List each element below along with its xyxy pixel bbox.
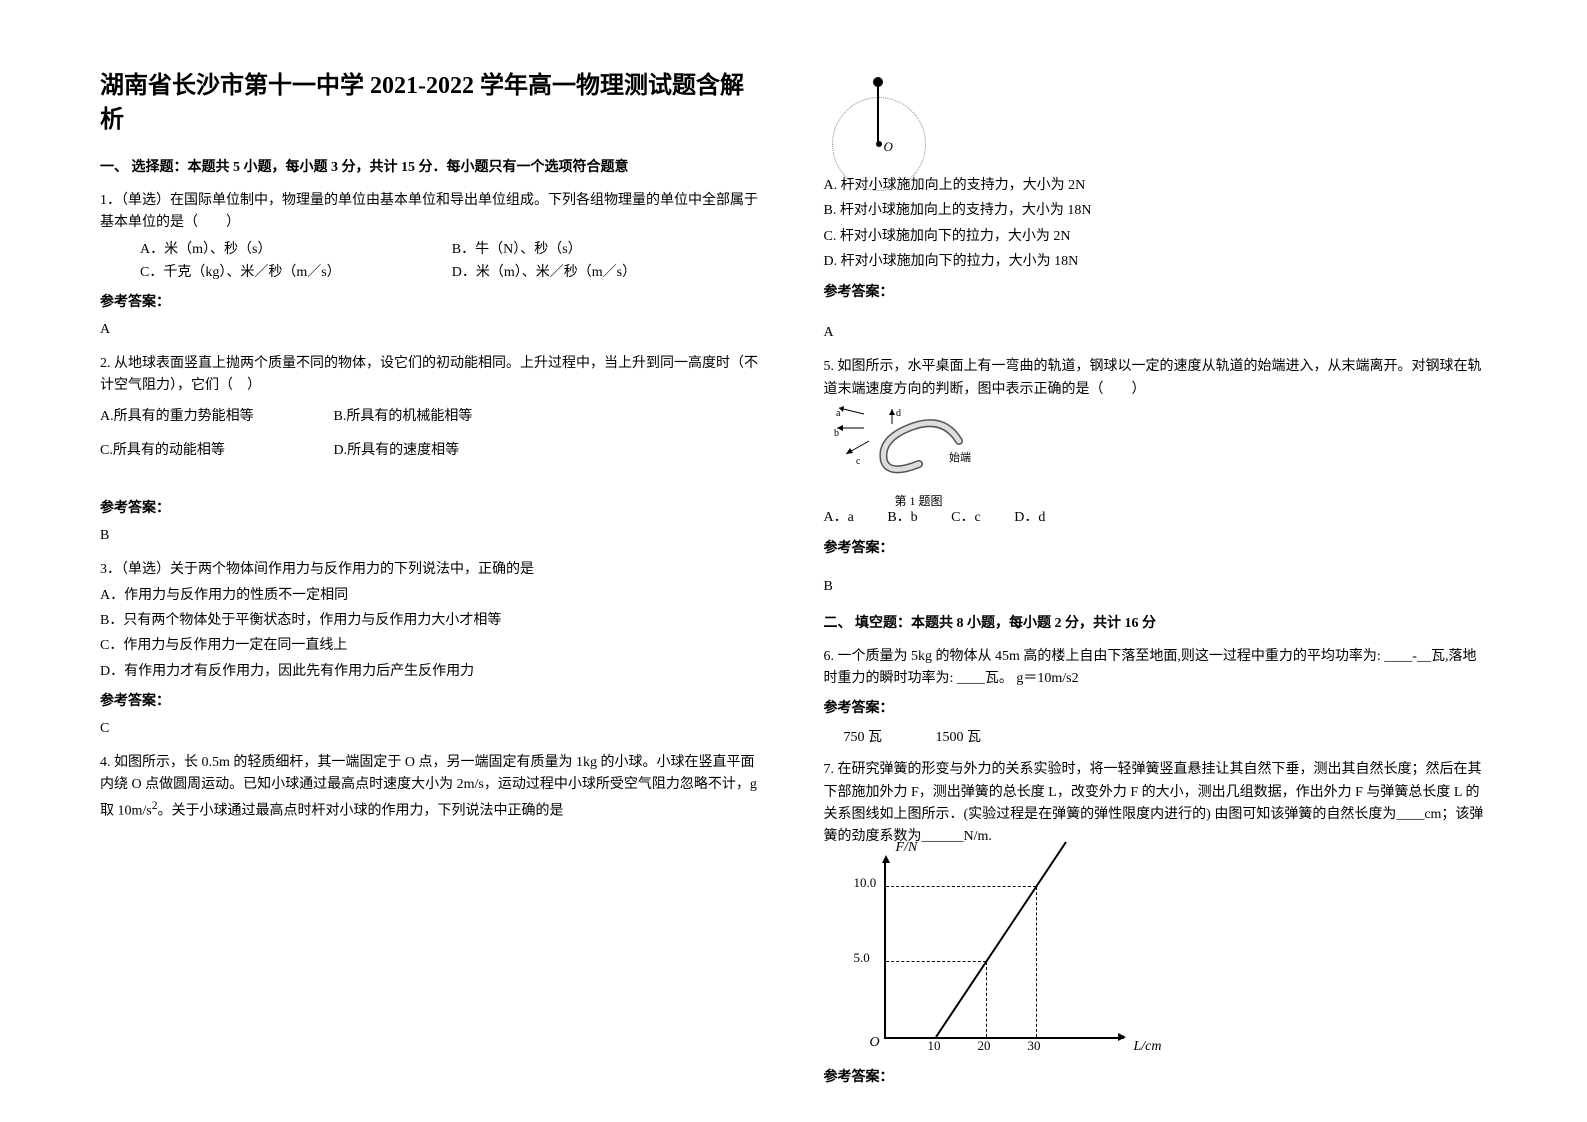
q7-stem: 7. 在研究弹簧的形变与外力的关系实验时，将一轻弹簧竖直悬挂让其自然下垂，测出其… [824, 759, 1488, 849]
question-3: 3．（单选）关于两个物体间作用力与反作用力的下列说法中，正确的是 A．作用力与反… [100, 559, 764, 740]
q1-option-d: D．米（m）、米／秒（m／s） [452, 262, 764, 284]
q6-answer-1: 750 瓦 [844, 727, 883, 749]
section-1-heading: 一、 选择题：本题共 5 小题，每小题 3 分，共计 15 分．每小题只有一个选… [100, 157, 764, 179]
q3-answer-label: 参考答案： [100, 691, 764, 713]
pendulum-label-o: O [884, 137, 893, 158]
q4-stem-p2: 。关于小球通过最高点时杆对小球的作用力，下列说法中正确的是 [158, 803, 564, 818]
curve-track-diagram: a b c d 始端 第 1 题图 [834, 406, 1004, 501]
graph-line [886, 857, 1126, 1037]
question-6: 6. 一个质量为 5kg 的物体从 45m 高的楼上自由下落至地面,则这一过程中… [824, 646, 1488, 750]
q3-option-b: B．只有两个物体处于平衡状态时，作用力与反作用力大小才相等 [100, 610, 764, 632]
q2-option-c: C.所具有的动能相等 [100, 440, 330, 462]
q3-option-c: C．作用力与反作用力一定在同一直线上 [100, 635, 764, 657]
question-7: 7. 在研究弹簧的形变与外力的关系实验时，将一轻弹簧竖直悬挂让其自然下垂，测出其… [824, 759, 1488, 1089]
graph-origin: O [870, 1032, 880, 1054]
right-column: O A. 杆对小球施加向上的支持力，大小为 2N B. 杆对小球施加向上的支持力… [824, 70, 1488, 1099]
q6-stem: 6. 一个质量为 5kg 的物体从 45m 高的楼上自由下落至地面,则这一过程中… [824, 646, 1488, 691]
q6-answer-2: 1500 瓦 [936, 727, 982, 749]
track-label-a: a [836, 408, 841, 419]
track-label-d: d [896, 408, 901, 419]
q1-option-a: A．米（m）、秒（s） [140, 239, 452, 261]
document-title: 湖南省长沙市第十一中学 2021-2022 学年高一物理测试题含解析 [100, 70, 764, 137]
q1-stem: 1．（单选）在国际单位制中，物理量的单位由基本单位和导出单位组成。下列各组物理量… [100, 190, 764, 235]
q4-option-d: D. 杆对小球施加向下的拉力，大小为 18N [824, 251, 1488, 273]
q4-option-c: C. 杆对小球施加向下的拉力，大小为 2N [824, 226, 1488, 248]
q5-option-d: D．d [1014, 507, 1045, 529]
left-column: 湖南省长沙市第十一中学 2021-2022 学年高一物理测试题含解析 一、 选择… [100, 70, 764, 1099]
q4-answer: A [824, 322, 1488, 344]
q1-option-b: B．牛（N）、秒（s） [452, 239, 764, 261]
q3-option-a: A．作用力与反作用力的性质不一定相同 [100, 585, 764, 607]
q4-answer-label: 参考答案： [824, 282, 1488, 304]
q5-answer-label: 参考答案： [824, 538, 1488, 560]
q4-stem: 4. 如图所示，长 0.5m 的轻质细杆，其一端固定于 O 点，另一端固定有质量… [100, 752, 764, 823]
track-label-b: b [834, 428, 839, 439]
q1-answer: A [100, 319, 764, 341]
q2-answer-label: 参考答案： [100, 498, 764, 520]
graph-xtick-10: 10 [928, 1036, 941, 1057]
spring-graph: F/N L/cm O 5.0 10.0 10 20 30 [884, 859, 1124, 1039]
q3-stem: 3．（单选）关于两个物体间作用力与反作用力的下列说法中，正确的是 [100, 559, 764, 581]
q1-answer-label: 参考答案： [100, 292, 764, 314]
q6-answer-label: 参考答案： [824, 698, 1488, 720]
question-2: 2. 从地球表面竖直上抛两个质量不同的物体，设它们的初动能相同。上升过程中，当上… [100, 353, 764, 547]
q2-answer: B [100, 525, 764, 547]
q4-option-b: B. 杆对小球施加向上的支持力，大小为 18N [824, 200, 1488, 222]
graph-xtick-20: 20 [978, 1036, 991, 1057]
pendulum-diagram: O [824, 75, 934, 170]
q4-option-a: A. 杆对小球施加向上的支持力，大小为 2N [824, 175, 1488, 197]
graph-xtick-30: 30 [1028, 1036, 1041, 1057]
q1-option-c: C．千克（kg）、米／秒（m／s） [140, 262, 452, 284]
track-label-start: 始端 [949, 450, 971, 464]
q2-stem: 2. 从地球表面竖直上抛两个质量不同的物体，设它们的初动能相同。上升过程中，当上… [100, 353, 764, 398]
question-1: 1．（单选）在国际单位制中，物理量的单位由基本单位和导出单位组成。下列各组物理量… [100, 190, 764, 341]
q7-answer-label: 参考答案： [824, 1067, 1488, 1089]
q3-answer: C [100, 718, 764, 740]
graph-ytick-5: 5.0 [854, 948, 870, 969]
track-label-c: c [856, 456, 861, 467]
track-caption: 第 1 题图 [834, 492, 1004, 511]
question-4: 4. 如图所示，长 0.5m 的轻质细杆，其一端固定于 O 点，另一端固定有质量… [100, 752, 764, 823]
pendulum-ball [873, 77, 883, 87]
section-2-heading: 二、 填空题：本题共 8 小题，每小题 2 分，共计 16 分 [824, 613, 1488, 635]
graph-xlabel: L/cm [1134, 1036, 1162, 1058]
pendulum-pivot [876, 141, 882, 147]
q5-answer: B [824, 576, 1488, 598]
question-5: 5. 如图所示，水平桌面上有一弯曲的轨道，钢球以一定的速度从轨道的始端进入，从末… [824, 356, 1488, 598]
pendulum-rod [877, 83, 879, 143]
graph-ytick-10: 10.0 [854, 873, 877, 894]
q5-stem: 5. 如图所示，水平桌面上有一弯曲的轨道，钢球以一定的速度从轨道的始端进入，从末… [824, 356, 1488, 401]
q2-option-d: D.所具有的速度相等 [334, 443, 460, 458]
q2-option-a: A.所具有的重力势能相等 [100, 406, 330, 428]
q3-option-d: D．有作用力才有反作用力，因此先有作用力后产生反作用力 [100, 661, 764, 683]
q2-option-b: B.所具有的机械能相等 [334, 409, 473, 424]
